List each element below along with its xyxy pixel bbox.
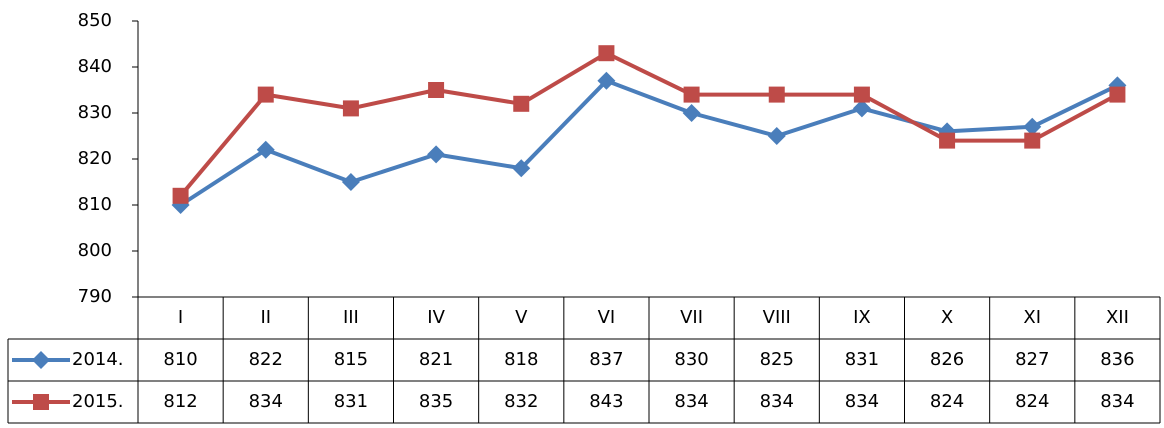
marker [1023, 117, 1042, 136]
y-tick-label: 800 [78, 240, 112, 261]
y-tick-label: 790 [78, 286, 112, 307]
series-line [179, 51, 1119, 198]
x-tick-label: X [941, 307, 953, 328]
table-value: 836 [1100, 349, 1134, 370]
table-value: 834 [249, 391, 283, 412]
table-value: 835 [419, 391, 453, 412]
series-line [179, 78, 1119, 207]
legend-marker [33, 394, 49, 410]
marker [852, 99, 871, 118]
y-tick-label: 820 [78, 148, 112, 169]
y-tick-label: 850 [78, 10, 112, 31]
table-value: 825 [760, 349, 794, 370]
table-value: 822 [249, 349, 283, 370]
table-value: 824 [930, 391, 964, 412]
table-value: 834 [760, 391, 794, 412]
marker [342, 100, 359, 117]
y-tick-label: 840 [78, 56, 112, 77]
y-tick-label: 830 [78, 102, 112, 123]
marker [682, 104, 701, 122]
marker [853, 86, 870, 103]
table-value: 826 [930, 349, 964, 370]
table-value: 834 [845, 391, 879, 412]
x-tick-label: II [260, 307, 271, 328]
x-tick-label: VIII [763, 307, 791, 328]
marker [428, 82, 445, 98]
x-tick-label: XI [1023, 307, 1041, 328]
table-value: 821 [419, 349, 453, 370]
legend-label: 2014. [72, 349, 124, 370]
marker [1024, 132, 1041, 149]
table-value: 812 [163, 391, 197, 412]
table-value: 810 [163, 349, 197, 370]
table-value: 827 [1015, 349, 1049, 370]
marker [172, 187, 189, 204]
table-value: 843 [589, 391, 623, 412]
x-tick-label: IV [427, 307, 445, 328]
y-tick-label: 810 [78, 194, 112, 215]
x-tick-label: III [343, 307, 359, 328]
x-tick-label: V [515, 307, 528, 328]
table-value: 818 [504, 349, 538, 370]
table-value: 837 [589, 349, 623, 370]
marker [256, 140, 275, 159]
table-value: 830 [674, 349, 708, 370]
marker [939, 132, 956, 149]
marker [512, 159, 531, 178]
marker [1109, 86, 1126, 103]
table-value: 815 [334, 349, 368, 370]
x-tick-label: VII [680, 307, 703, 328]
table-value: 831 [845, 349, 879, 370]
x-tick-label: IX [853, 307, 871, 328]
marker [513, 95, 530, 112]
marker [257, 86, 274, 103]
table-value: 824 [1015, 391, 1049, 412]
marker [683, 86, 700, 103]
marker [768, 86, 785, 103]
marker [597, 71, 616, 90]
x-tick-label: I [178, 307, 183, 328]
x-tick-label: VI [598, 307, 616, 328]
table-value: 831 [334, 391, 368, 412]
marker [427, 145, 446, 164]
legend-marker [32, 351, 50, 369]
table-value: 834 [674, 391, 708, 412]
x-tick-label: XII [1106, 307, 1129, 328]
legend-label: 2015. [72, 391, 124, 412]
table-value: 834 [1100, 391, 1134, 412]
marker [767, 127, 786, 145]
marker [341, 173, 360, 191]
marker [598, 45, 615, 62]
table-value: 832 [504, 391, 538, 412]
